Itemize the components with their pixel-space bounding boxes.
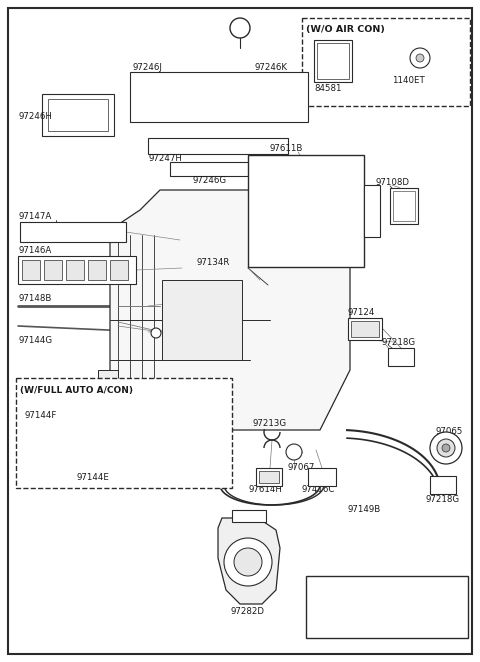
- Text: 97134R: 97134R: [196, 258, 229, 267]
- Text: 97148B: 97148B: [18, 293, 51, 303]
- Bar: [22, 260, 40, 280]
- Text: (W/O AIR CON): (W/O AIR CON): [306, 24, 385, 34]
- Bar: [256, 468, 282, 486]
- Text: THE NO. 97105B: ①-②: THE NO. 97105B: ①-②: [310, 611, 427, 621]
- Bar: [232, 510, 266, 522]
- Bar: [259, 471, 279, 483]
- Bar: [348, 318, 382, 340]
- Text: 97213G: 97213G: [252, 420, 286, 428]
- Text: 97246K: 97246K: [254, 62, 287, 71]
- Text: 97146A: 97146A: [18, 246, 51, 254]
- Text: 97282D: 97282D: [230, 608, 264, 616]
- Bar: [18, 256, 136, 284]
- Text: 97067: 97067: [288, 463, 315, 473]
- Bar: [170, 430, 194, 448]
- Bar: [170, 162, 290, 176]
- Bar: [92, 390, 102, 420]
- Bar: [308, 468, 336, 486]
- Bar: [306, 576, 468, 638]
- Circle shape: [416, 54, 424, 62]
- Text: 97124: 97124: [348, 308, 375, 316]
- Polygon shape: [110, 190, 350, 430]
- Bar: [317, 43, 349, 79]
- Circle shape: [410, 48, 430, 68]
- Text: 97218G: 97218G: [426, 495, 460, 504]
- Bar: [314, 40, 352, 82]
- Bar: [162, 280, 242, 360]
- Text: 2: 2: [237, 23, 243, 33]
- Bar: [364, 185, 380, 237]
- Text: 97246H: 97246H: [18, 111, 52, 120]
- Circle shape: [437, 439, 455, 457]
- Circle shape: [234, 548, 262, 576]
- Bar: [120, 428, 150, 448]
- Text: 1140ET: 1140ET: [392, 75, 425, 85]
- Bar: [44, 260, 62, 280]
- Bar: [248, 155, 364, 267]
- Text: 97246G: 97246G: [192, 175, 226, 185]
- Circle shape: [151, 328, 161, 338]
- Text: 97144E: 97144E: [76, 473, 109, 483]
- Bar: [48, 99, 108, 131]
- Bar: [302, 18, 470, 106]
- Bar: [16, 378, 232, 488]
- Bar: [430, 476, 456, 494]
- Text: 97247H: 97247H: [148, 154, 182, 162]
- Bar: [388, 348, 414, 366]
- Text: 97416C: 97416C: [302, 485, 336, 495]
- Bar: [393, 191, 415, 221]
- Bar: [88, 260, 106, 280]
- Bar: [98, 370, 118, 425]
- Polygon shape: [218, 518, 280, 604]
- Text: (W/FULL AUTO A/CON): (W/FULL AUTO A/CON): [20, 385, 133, 395]
- Circle shape: [442, 444, 450, 452]
- Text: 97144G: 97144G: [18, 336, 52, 344]
- Bar: [148, 138, 288, 154]
- Bar: [130, 72, 308, 122]
- Text: 97147A: 97147A: [18, 211, 51, 220]
- Bar: [42, 94, 114, 136]
- Circle shape: [224, 538, 272, 586]
- Text: NOTE: NOTE: [310, 581, 340, 591]
- Text: 97611B: 97611B: [270, 144, 303, 152]
- Text: 97108D: 97108D: [376, 177, 410, 187]
- Text: 97144F: 97144F: [24, 412, 56, 420]
- Circle shape: [230, 18, 250, 38]
- Bar: [110, 260, 128, 280]
- Text: 97149B: 97149B: [348, 506, 381, 514]
- Bar: [390, 188, 418, 224]
- Text: 97065: 97065: [436, 428, 463, 436]
- Bar: [351, 321, 379, 337]
- Circle shape: [430, 432, 462, 464]
- Text: 97218G: 97218G: [382, 338, 416, 346]
- Circle shape: [286, 444, 302, 460]
- Text: 97246J: 97246J: [132, 62, 162, 71]
- Bar: [20, 222, 126, 242]
- Text: 84581: 84581: [314, 83, 341, 93]
- Text: 97614H: 97614H: [248, 485, 282, 495]
- Bar: [66, 260, 84, 280]
